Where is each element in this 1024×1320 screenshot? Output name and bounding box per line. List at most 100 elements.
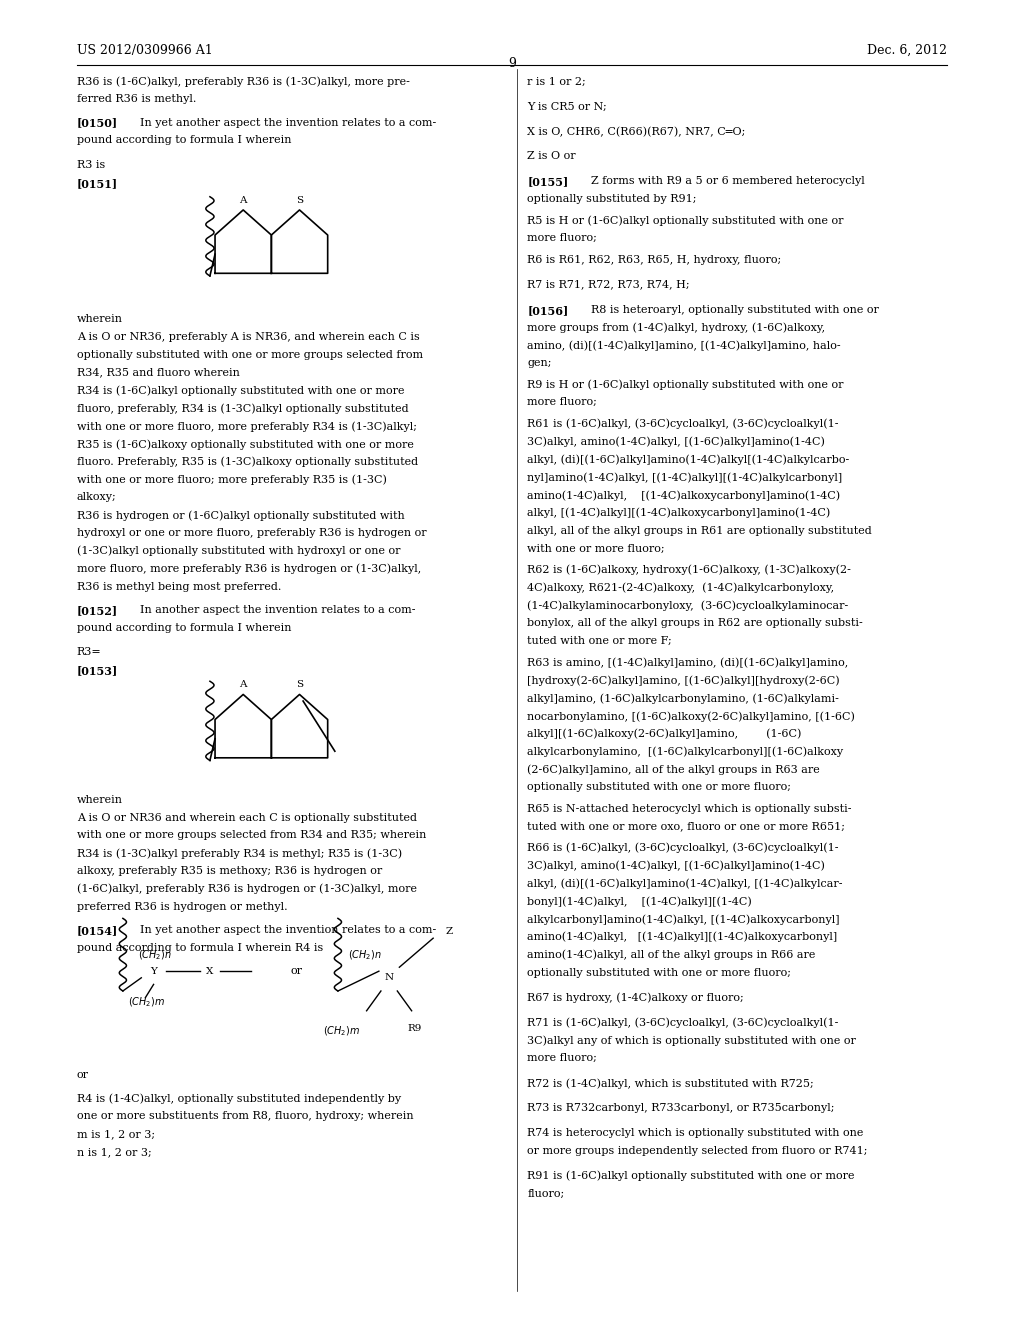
Text: more fluoro;: more fluoro; — [527, 234, 597, 243]
Text: A: A — [240, 680, 247, 689]
Text: optionally substituted by R91;: optionally substituted by R91; — [527, 194, 697, 205]
Text: $(CH_2)m$: $(CH_2)m$ — [323, 1024, 359, 1038]
Text: optionally substituted with one or more fluoro;: optionally substituted with one or more … — [527, 968, 792, 978]
Text: R35 is (1-6C)alkoxy optionally substituted with one or more: R35 is (1-6C)alkoxy optionally substitut… — [77, 440, 414, 450]
Text: alkyl, [(1-4C)alkyl][(1-4C)alkoxycarbonyl]amino(1-4C): alkyl, [(1-4C)alkyl][(1-4C)alkoxycarbony… — [527, 508, 830, 519]
Text: R73 is R732carbonyl, R733carbonyl, or R735carbonyl;: R73 is R732carbonyl, R733carbonyl, or R7… — [527, 1104, 835, 1113]
Text: with one or more fluoro, more preferably R34 is (1-3C)alkyl;: with one or more fluoro, more preferably… — [77, 421, 417, 432]
Text: R8 is heteroaryl, optionally substituted with one or: R8 is heteroaryl, optionally substituted… — [591, 305, 879, 314]
Text: 4C)alkoxy, R621-(2-4C)alkoxy,  (1-4C)alkylcarbonyloxy,: 4C)alkoxy, R621-(2-4C)alkoxy, (1-4C)alky… — [527, 582, 835, 593]
Text: S: S — [296, 195, 303, 205]
Text: A is O or NR36, preferably A is NR36, and wherein each C is: A is O or NR36, preferably A is NR36, an… — [77, 333, 420, 342]
Text: ferred R36 is methyl.: ferred R36 is methyl. — [77, 95, 197, 104]
Text: pound according to formula I wherein: pound according to formula I wherein — [77, 136, 291, 145]
Text: R71 is (1-6C)alkyl, (3-6C)cycloalkyl, (3-6C)cycloalkyl(1-: R71 is (1-6C)alkyl, (3-6C)cycloalkyl, (3… — [527, 1018, 839, 1028]
Text: R34 is (1-6C)alkyl optionally substituted with one or more: R34 is (1-6C)alkyl optionally substitute… — [77, 385, 404, 396]
Text: fluoro;: fluoro; — [527, 1188, 564, 1199]
Text: [0151]: [0151] — [77, 178, 118, 189]
Text: 9: 9 — [508, 57, 516, 70]
Text: R34 is (1-3C)alkyl preferably R34 is methyl; R35 is (1-3C): R34 is (1-3C)alkyl preferably R34 is met… — [77, 849, 402, 859]
Text: R91 is (1-6C)alkyl optionally substituted with one or more: R91 is (1-6C)alkyl optionally substitute… — [527, 1171, 855, 1181]
Text: X is O, CHR6, C(R66)(R67), NR7, C═O;: X is O, CHR6, C(R66)(R67), NR7, C═O; — [527, 127, 745, 137]
Text: alkyl]amino, (1-6C)alkylcarbonylamino, (1-6C)alkylami-: alkyl]amino, (1-6C)alkylcarbonylamino, (… — [527, 693, 840, 704]
Text: [0154]: [0154] — [77, 925, 118, 936]
Text: amino(1-4C)alkyl,   [(1-4C)alkyl][(1-4C)alkoxycarbonyl]: amino(1-4C)alkyl, [(1-4C)alkyl][(1-4C)al… — [527, 932, 838, 942]
Text: with one or more fluoro; more preferably R35 is (1-3C): with one or more fluoro; more preferably… — [77, 475, 387, 486]
Text: 3C)alkyl, amino(1-4C)alkyl, [(1-6C)alkyl]amino(1-4C): 3C)alkyl, amino(1-4C)alkyl, [(1-6C)alkyl… — [527, 437, 825, 447]
Text: R7 is R71, R72, R73, R74, H;: R7 is R71, R72, R73, R74, H; — [527, 280, 690, 289]
Text: (2-6C)alkyl]amino, all of the alkyl groups in R63 are: (2-6C)alkyl]amino, all of the alkyl grou… — [527, 764, 820, 775]
Text: X: X — [206, 966, 214, 975]
Text: R34, R35 and fluoro wherein: R34, R35 and fluoro wherein — [77, 368, 240, 378]
Text: more fluoro;: more fluoro; — [527, 1053, 597, 1063]
Text: R4 is (1-4C)alkyl, optionally substituted independently by: R4 is (1-4C)alkyl, optionally substitute… — [77, 1093, 401, 1104]
Text: Z forms with R9 a 5 or 6 membered heterocyclyl: Z forms with R9 a 5 or 6 membered hetero… — [591, 177, 864, 186]
Text: tuted with one or more oxo, fluoro or one or more R651;: tuted with one or more oxo, fluoro or on… — [527, 821, 846, 832]
Text: pound according to formula I wherein: pound according to formula I wherein — [77, 623, 291, 632]
Text: R36 is (1-6C)alkyl, preferably R36 is (1-3C)alkyl, more pre-: R36 is (1-6C)alkyl, preferably R36 is (1… — [77, 77, 410, 87]
Text: 3C)alkyl, amino(1-4C)alkyl, [(1-6C)alkyl]amino(1-4C): 3C)alkyl, amino(1-4C)alkyl, [(1-6C)alkyl… — [527, 861, 825, 871]
Text: alkoxy, preferably R35 is methoxy; R36 is hydrogen or: alkoxy, preferably R35 is methoxy; R36 i… — [77, 866, 382, 876]
Text: $(CH_2)n$: $(CH_2)n$ — [138, 948, 172, 962]
Text: or more groups independently selected from fluoro or R741;: or more groups independently selected fr… — [527, 1146, 868, 1156]
Text: hydroxyl or one or more fluoro, preferably R36 is hydrogen or: hydroxyl or one or more fluoro, preferab… — [77, 528, 426, 539]
Text: [0153]: [0153] — [77, 665, 118, 676]
Text: In yet another aspect the invention relates to a com-: In yet another aspect the invention rela… — [140, 117, 436, 128]
Text: US 2012/0309966 A1: US 2012/0309966 A1 — [77, 44, 213, 57]
Text: S: S — [296, 680, 303, 689]
Text: A is O or NR36 and wherein each C is optionally substituted: A is O or NR36 and wherein each C is opt… — [77, 813, 417, 822]
Text: nyl]amino(1-4C)alkyl, [(1-4C)alkyl][(1-4C)alkylcarbonyl]: nyl]amino(1-4C)alkyl, [(1-4C)alkyl][(1-4… — [527, 473, 843, 483]
Text: pound according to formula I wherein R4 is: pound according to formula I wherein R4 … — [77, 942, 323, 953]
Text: (1-3C)alkyl optionally substituted with hydroxyl or one or: (1-3C)alkyl optionally substituted with … — [77, 546, 400, 557]
Text: [0152]: [0152] — [77, 605, 118, 615]
Text: amino, (di)[(1-4C)alkyl]amino, [(1-4C)alkyl]amino, halo-: amino, (di)[(1-4C)alkyl]amino, [(1-4C)al… — [527, 341, 841, 351]
Text: amino(1-4C)alkyl, all of the alkyl groups in R66 are: amino(1-4C)alkyl, all of the alkyl group… — [527, 949, 816, 961]
Text: wherein: wherein — [77, 314, 123, 325]
Text: Y is CR5 or N;: Y is CR5 or N; — [527, 102, 607, 111]
Text: N: N — [385, 973, 393, 982]
Text: R72 is (1-4C)alkyl, which is substituted with R725;: R72 is (1-4C)alkyl, which is substituted… — [527, 1078, 814, 1089]
Text: alkyl][(1-6C)alkoxy(2-6C)alkyl]amino,        (1-6C): alkyl][(1-6C)alkoxy(2-6C)alkyl]amino, (1… — [527, 729, 802, 739]
Text: Y: Y — [151, 966, 157, 975]
Text: R66 is (1-6C)alkyl, (3-6C)cycloalkyl, (3-6C)cycloalkyl(1-: R66 is (1-6C)alkyl, (3-6C)cycloalkyl, (3… — [527, 842, 839, 854]
Text: fluoro. Preferably, R35 is (1-3C)alkoxy optionally substituted: fluoro. Preferably, R35 is (1-3C)alkoxy … — [77, 457, 418, 467]
Text: $(CH_2)m$: $(CH_2)m$ — [128, 995, 165, 1008]
Text: alkylcarbonylamino,  [(1-6C)alkylcarbonyl][(1-6C)alkoxy: alkylcarbonylamino, [(1-6C)alkylcarbonyl… — [527, 747, 844, 758]
Text: alkyl, all of the alkyl groups in R61 are optionally substituted: alkyl, all of the alkyl groups in R61 ar… — [527, 525, 872, 536]
Text: or: or — [77, 1071, 89, 1080]
Text: with one or more fluoro;: with one or more fluoro; — [527, 544, 665, 553]
Text: one or more substituents from R8, fluoro, hydroxy; wherein: one or more substituents from R8, fluoro… — [77, 1111, 414, 1121]
Text: R62 is (1-6C)alkoxy, hydroxy(1-6C)alkoxy, (1-3C)alkoxy(2-: R62 is (1-6C)alkoxy, hydroxy(1-6C)alkoxy… — [527, 565, 851, 576]
Text: In another aspect the invention relates to a com-: In another aspect the invention relates … — [140, 605, 416, 615]
Text: alkyl, (di)[(1-6C)alkyl]amino(1-4C)alkyl[(1-4C)alkylcarbo-: alkyl, (di)[(1-6C)alkyl]amino(1-4C)alkyl… — [527, 454, 850, 465]
Text: r is 1 or 2;: r is 1 or 2; — [527, 77, 586, 87]
Text: more groups from (1-4C)alkyl, hydroxy, (1-6C)alkoxy,: more groups from (1-4C)alkyl, hydroxy, (… — [527, 322, 825, 333]
Text: alkoxy;: alkoxy; — [77, 492, 117, 503]
Text: (1-4C)alkylaminocarbonyloxy,  (3-6C)cycloalkylaminocar-: (1-4C)alkylaminocarbonyloxy, (3-6C)cyclo… — [527, 601, 849, 611]
Text: Dec. 6, 2012: Dec. 6, 2012 — [867, 44, 947, 57]
Text: with one or more groups selected from R34 and R35; wherein: with one or more groups selected from R3… — [77, 830, 426, 841]
Text: R3 is: R3 is — [77, 160, 105, 170]
Text: optionally substituted with one or more groups selected from: optionally substituted with one or more … — [77, 350, 423, 360]
Text: A: A — [240, 195, 247, 205]
Text: R65 is N-attached heterocyclyl which is optionally substi-: R65 is N-attached heterocyclyl which is … — [527, 804, 852, 813]
Text: R5 is H or (1-6C)alkyl optionally substituted with one or: R5 is H or (1-6C)alkyl optionally substi… — [527, 215, 844, 226]
Text: R67 is hydroxy, (1-4C)alkoxy or fluoro;: R67 is hydroxy, (1-4C)alkoxy or fluoro; — [527, 993, 744, 1003]
Text: [0150]: [0150] — [77, 117, 118, 128]
Text: [0155]: [0155] — [527, 177, 568, 187]
Text: In yet another aspect the invention relates to a com-: In yet another aspect the invention rela… — [140, 925, 436, 935]
Text: (1-6C)alkyl, preferably R36 is hydrogen or (1-3C)alkyl, more: (1-6C)alkyl, preferably R36 is hydrogen … — [77, 884, 417, 895]
Text: alkyl, (di)[(1-6C)alkyl]amino(1-4C)alkyl, [(1-4C)alkylcar-: alkyl, (di)[(1-6C)alkyl]amino(1-4C)alkyl… — [527, 878, 843, 890]
Text: nocarbonylamino, [(1-6C)alkoxy(2-6C)alkyl]amino, [(1-6C): nocarbonylamino, [(1-6C)alkoxy(2-6C)alky… — [527, 711, 855, 722]
Text: bonylox, all of the alkyl groups in R62 are optionally substi-: bonylox, all of the alkyl groups in R62 … — [527, 618, 863, 628]
Text: Z: Z — [445, 927, 453, 936]
Text: bonyl](1-4C)alkyl,    [(1-4C)alkyl][(1-4C): bonyl](1-4C)alkyl, [(1-4C)alkyl][(1-4C) — [527, 896, 752, 907]
Text: or: or — [291, 966, 303, 977]
Text: [0156]: [0156] — [527, 305, 568, 315]
Text: wherein: wherein — [77, 795, 123, 805]
Text: tuted with one or more F;: tuted with one or more F; — [527, 636, 672, 645]
Text: R9: R9 — [408, 1024, 422, 1034]
Text: R3=: R3= — [77, 647, 101, 657]
Text: R74 is heterocyclyl which is optionally substituted with one: R74 is heterocyclyl which is optionally … — [527, 1127, 863, 1138]
Text: gen;: gen; — [527, 358, 552, 368]
